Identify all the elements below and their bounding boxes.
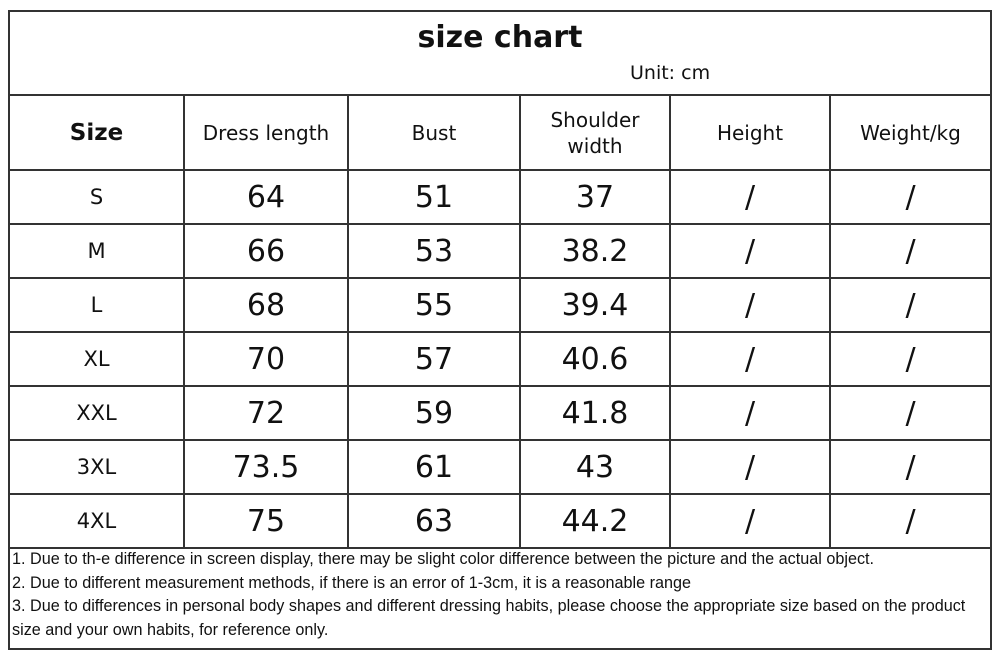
dress-length-cell: 70 [183, 331, 349, 387]
table-row: S 64 51 37 / / [10, 169, 990, 225]
dress-length-cell: 64 [183, 169, 349, 225]
size-cell: M [10, 223, 185, 279]
height-cell: / [669, 169, 831, 225]
shoulder-width-cell: 41.8 [519, 385, 671, 441]
table-row: L 68 55 39.4 / / [10, 277, 990, 333]
shoulder-width-cell: 37 [519, 169, 671, 225]
table-row: 4XL 75 63 44.2 / / [10, 493, 990, 549]
dress-length-cell: 72 [183, 385, 349, 441]
note-3: 3. Due to differences in personal body s… [12, 597, 966, 639]
header-dress-length: Dress length [183, 94, 349, 171]
bust-cell: 63 [347, 493, 521, 549]
shoulder-width-cell: 44.2 [519, 493, 671, 549]
shoulder-width-cell: 40.6 [519, 331, 671, 387]
shoulder-width-cell: 39.4 [519, 277, 671, 333]
header-bust: Bust [347, 94, 521, 171]
header-shoulder-width-label: Shoulder width [550, 107, 640, 158]
size-cell: S [10, 169, 185, 225]
note-2: 2. Due to different measurement methods,… [12, 573, 692, 592]
size-table: Size Dress length Bust Shoulder width He… [10, 94, 990, 549]
dress-length-cell: 75 [183, 493, 349, 549]
height-cell: / [669, 223, 831, 279]
weight-cell: / [829, 169, 990, 225]
height-cell: / [669, 385, 831, 441]
bust-cell: 51 [347, 169, 521, 225]
height-cell: / [669, 439, 831, 495]
header-shoulder-width: Shoulder width [519, 94, 671, 171]
header-size: Size [10, 94, 185, 171]
table-row: M 66 53 38.2 / / [10, 223, 990, 279]
title-area: size chart Unit: cm [10, 12, 990, 96]
shoulder-width-cell: 38.2 [519, 223, 671, 279]
chart-title: size chart [417, 20, 583, 55]
dress-length-cell: 66 [183, 223, 349, 279]
size-cell: 4XL [10, 493, 185, 549]
size-cell: XXL [10, 385, 185, 441]
size-cell: L [10, 277, 185, 333]
size-cell: XL [10, 331, 185, 387]
bust-cell: 57 [347, 331, 521, 387]
height-cell: / [669, 331, 831, 387]
header-height: Height [669, 94, 831, 171]
notes-section: 1. Due to th-e difference in screen disp… [12, 548, 982, 642]
weight-cell: / [829, 493, 990, 549]
bust-cell: 55 [347, 277, 521, 333]
table-row: 3XL 73.5 61 43 / / [10, 439, 990, 495]
bust-cell: 61 [347, 439, 521, 495]
weight-cell: / [829, 223, 990, 279]
weight-cell: / [829, 439, 990, 495]
weight-cell: / [829, 385, 990, 441]
table-row: XXL 72 59 41.8 / / [10, 385, 990, 441]
bust-cell: 59 [347, 385, 521, 441]
dress-length-cell: 68 [183, 277, 349, 333]
weight-cell: / [829, 331, 990, 387]
unit-label: Unit: cm [630, 62, 711, 84]
header-row: Size Dress length Bust Shoulder width He… [10, 94, 990, 171]
table-row: XL 70 57 40.6 / / [10, 331, 990, 387]
height-cell: / [669, 277, 831, 333]
shoulder-width-cell: 43 [519, 439, 671, 495]
height-cell: / [669, 493, 831, 549]
note-1: 1. Due to th-e difference in screen disp… [12, 550, 875, 568]
header-weight: Weight/kg [829, 94, 990, 171]
bust-cell: 53 [347, 223, 521, 279]
dress-length-cell: 73.5 [183, 439, 349, 495]
size-cell: 3XL [10, 439, 185, 495]
weight-cell: / [829, 277, 990, 333]
size-chart-frame: size chart Unit: cm Size Dress length Bu… [8, 10, 992, 650]
